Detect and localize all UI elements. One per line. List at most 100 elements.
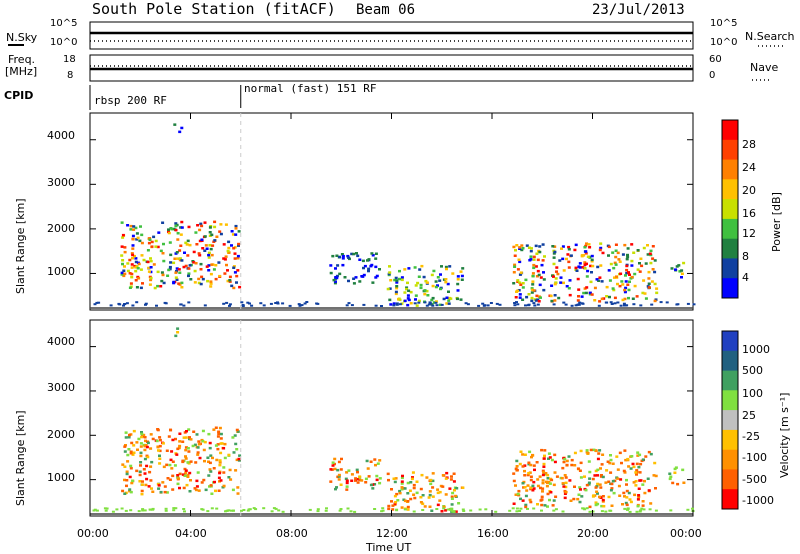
data-cell (131, 256, 134, 260)
data-cell (225, 301, 229, 304)
data-cell (550, 458, 554, 462)
data-cell (413, 302, 417, 305)
data-cell (334, 267, 337, 270)
data-cell (518, 273, 522, 276)
data-cell (585, 286, 589, 289)
data-cell (543, 454, 546, 458)
data-cell (103, 507, 107, 510)
data-cell (140, 483, 144, 486)
data-cell (212, 428, 216, 431)
data-cell (123, 303, 127, 305)
data-cell (411, 471, 415, 474)
data-cell (619, 272, 623, 275)
data-cell (531, 484, 535, 488)
data-cell (125, 479, 129, 482)
data-cell (174, 334, 178, 338)
data-cell (668, 472, 672, 475)
data-cell (644, 297, 648, 300)
data-cell (337, 473, 341, 477)
data-cell (626, 508, 629, 511)
data-cell (335, 486, 338, 489)
data-cell (126, 262, 130, 265)
data-cell (198, 456, 202, 460)
data-cell (137, 510, 141, 513)
data-cell (135, 238, 139, 241)
data-cell (195, 479, 199, 483)
data-cell (398, 269, 401, 273)
data-cell (520, 244, 524, 247)
data-cell (234, 442, 238, 446)
data-cell (391, 508, 395, 511)
data-cell (632, 251, 636, 254)
data-cell (230, 244, 233, 247)
data-cell (177, 282, 181, 285)
data-cell (604, 481, 608, 484)
data-cell (435, 508, 439, 510)
data-cell (120, 507, 124, 510)
data-cell (604, 301, 608, 304)
data-cell (167, 435, 171, 438)
data-cell (461, 508, 465, 511)
data-cell (518, 293, 522, 296)
data-cell (366, 467, 370, 470)
chart-title: South Pole Station (fitACF) (92, 0, 336, 18)
data-cell (150, 460, 154, 464)
data-cell (583, 263, 587, 266)
data-cell (162, 242, 165, 246)
velocity-bar-tick: 100 (742, 387, 763, 400)
data-cell (161, 481, 165, 484)
data-cell (209, 282, 213, 285)
data-cell (616, 301, 620, 304)
data-cell (586, 269, 590, 273)
data-cell (202, 478, 206, 482)
data-cell (331, 461, 335, 464)
beam-label: Beam 06 (356, 2, 416, 18)
data-cell (540, 503, 544, 507)
data-cell (213, 239, 217, 242)
data-cell (448, 265, 452, 268)
data-cell (419, 283, 423, 287)
data-cell (388, 271, 392, 274)
data-cell (692, 303, 696, 306)
data-cell (170, 467, 174, 470)
data-cell (403, 508, 407, 511)
data-cell (610, 303, 614, 305)
data-cell (445, 267, 448, 271)
data-cell (393, 494, 397, 498)
data-cell (588, 505, 592, 509)
data-cell (565, 257, 568, 261)
data-cell (616, 251, 620, 255)
data-cell (421, 509, 425, 511)
data-cell (126, 460, 130, 463)
data-cell (123, 272, 127, 276)
data-cell (156, 270, 160, 274)
data-cell (445, 302, 449, 305)
data-cell (136, 448, 139, 451)
data-cell (613, 296, 617, 300)
data-cell (454, 494, 458, 498)
data-cell (187, 274, 190, 278)
data-cell (141, 282, 144, 285)
data-cell (120, 254, 124, 257)
data-cell (580, 302, 584, 305)
data-cell (134, 269, 138, 273)
data-cell (627, 288, 631, 292)
data-cell (131, 234, 135, 238)
data-cell (625, 268, 629, 272)
data-cell (625, 503, 629, 507)
data-cell (171, 488, 175, 491)
data-cell (237, 459, 241, 462)
data-cell (281, 302, 285, 305)
data-cell (215, 235, 219, 238)
data-cell (593, 299, 597, 302)
data-cell (140, 233, 144, 237)
data-cell (179, 226, 183, 229)
data-cell (227, 509, 231, 512)
data-cell (553, 250, 557, 254)
data-cell (374, 252, 378, 255)
data-cell (196, 224, 200, 227)
data-cell (215, 458, 219, 462)
data-cell (593, 474, 597, 477)
data-cell (589, 280, 593, 284)
data-cell (527, 461, 531, 464)
